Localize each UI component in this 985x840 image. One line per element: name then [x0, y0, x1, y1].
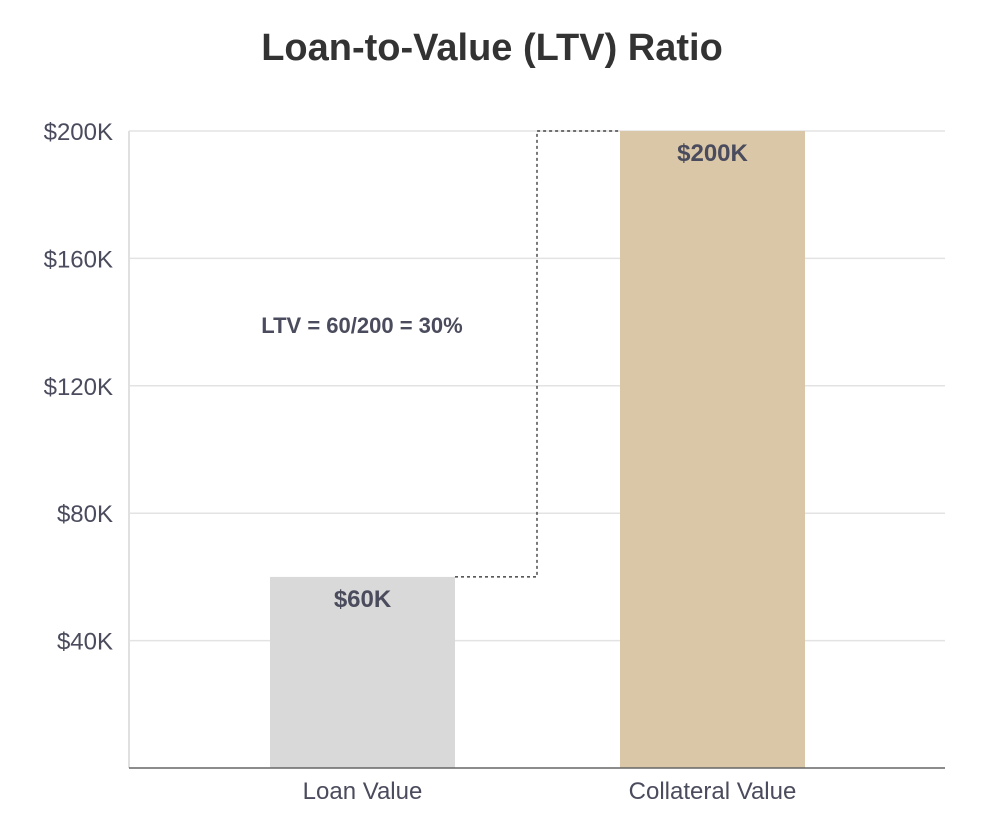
bar-collateral-value — [620, 131, 805, 768]
y-tick-label: $120K — [44, 374, 113, 401]
x-tick-label: Loan Value — [303, 778, 423, 805]
y-tick-label: $80K — [57, 501, 113, 528]
y-tick-label: $40K — [57, 629, 113, 656]
y-tick-label: $160K — [44, 246, 113, 273]
y-tick-label: $200K — [44, 119, 113, 146]
bar-loan-value — [270, 576, 455, 768]
bar-data-label: $60K — [334, 586, 392, 613]
bar-data-label: $200K — [677, 140, 748, 167]
ltv-connector-line — [455, 130, 620, 578]
chart-title: Loan-to-Value (LTV) Ratio — [261, 27, 723, 69]
x-tick-label: Collateral Value — [629, 778, 797, 805]
ltv-annotation: LTV = 60/200 = 30% — [261, 313, 462, 338]
